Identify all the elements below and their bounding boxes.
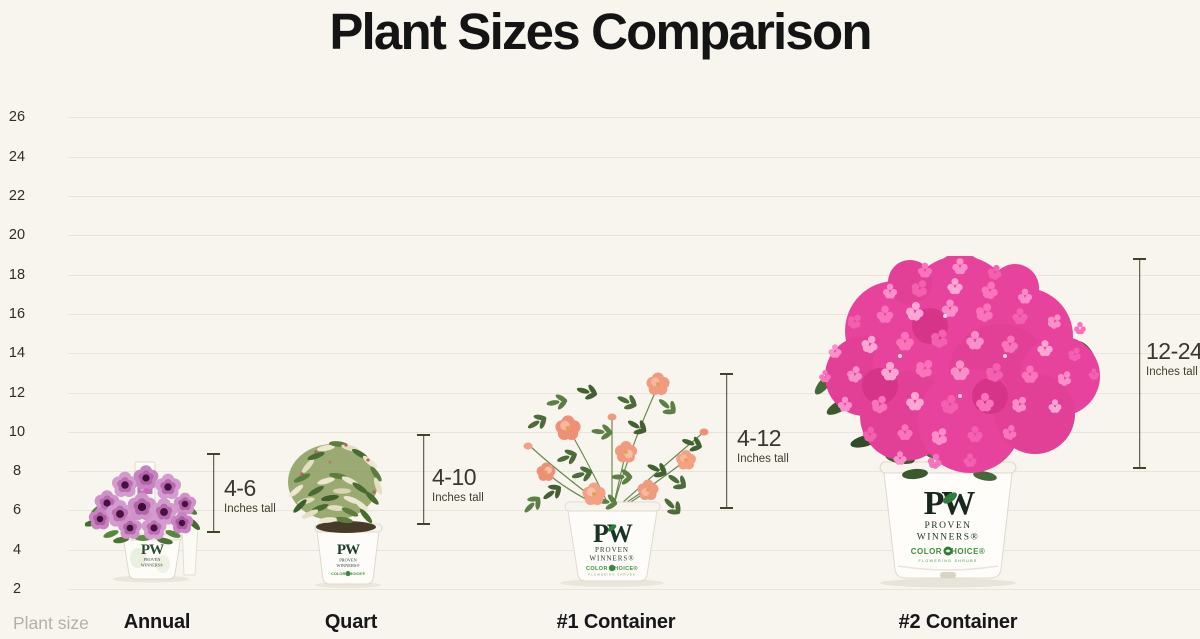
gridline-24 [68,156,1200,158]
gridline-14 [68,353,1200,355]
rose-flowers [523,372,709,505]
plant-2-container: PW PROVEN WINNERS® COLOR CHOICE® FLOWERI… [810,256,1110,588]
y-tick-26: 26 [8,109,26,126]
y-tick-10: 10 [8,423,26,440]
pot-pw-logo: PW [141,542,164,558]
range-unit: Inches tall [737,453,789,465]
bracket-line [212,453,215,533]
range-unit: Inches tall [1146,366,1198,378]
gridline-26 [68,117,1200,119]
soil [316,521,376,533]
pot-winners: WINNERS® [336,563,360,568]
measure-bracket-quart [417,434,430,525]
gridline-8 [68,471,1200,473]
pot: PW PROVEN WINNERS® COLOR CHOICE® [314,523,383,585]
pot-proven: PROVEN [339,558,357,563]
range-unit: Inches tall [432,492,484,504]
measurement-label-2-container: 12-24 Inches tall [1146,338,1200,379]
bracket-bottom-cap [1133,467,1146,469]
quart-plant-image: PW PROVEN WINNERS® COLOR CHOICE® [287,440,384,588]
background-pot [181,525,199,576]
y-tick-8: 8 [12,463,22,480]
pot-pw-logo: PW [337,542,360,558]
weigela-flower-mass [819,256,1100,473]
petunia-flowers [88,465,197,540]
gridline-16 [68,313,1200,315]
range-value: 12-24 [1146,338,1200,364]
pot: PW PROVEN WINNERS® [121,533,183,580]
bracket-line [725,373,728,509]
plant-quart: PW PROVEN WINNERS® COLOR CHOICE® [286,436,386,588]
measurement-label-quart: 4-10 Inches tall [432,464,484,505]
page-title: Plant Sizes Comparison [329,3,872,60]
category-label-quart: Quart [324,611,378,633]
bracket-bottom-cap [720,507,733,509]
x-axis-label: Plant size [13,613,89,633]
y-tick-2: 2 [12,581,22,597]
gridline-20 [68,235,1200,237]
pot-flowering-shrubs: FLOWERING SHRUBS [588,573,636,577]
measure-bracket-annual [207,453,220,533]
pot-pw-logo: PW [924,485,976,522]
pot-winners: WINNERS® [141,563,163,568]
measure-bracket-1-container [720,373,733,509]
pot-proven: PROVEN [595,546,629,554]
container2-plant-image: PW PROVEN WINNERS® COLOR CHOICE® FLOWERI… [814,256,1100,588]
range-unit: Inches tall [224,503,276,515]
y-tick-6: 6 [12,502,22,519]
y-tick-16: 16 [8,305,26,322]
pot-winners: WINNERS® [917,532,980,543]
pot-pw-logo: PW [593,519,633,548]
y-tick-20: 20 [8,227,26,244]
y-tick-4: 4 [12,541,22,558]
rose-bud [523,442,533,450]
container1-plant-image: PW PROVEN WINNERS® COLOR CHOICE® FLOWERI… [518,372,709,587]
range-value: 4-10 [432,464,477,490]
y-tick-18: 18 [8,266,26,283]
measure-bracket-2-container [1133,258,1146,469]
category-label-1-container: #1 Container [556,611,676,633]
bracket-bottom-cap [207,531,220,533]
bracket-bottom-cap [417,523,430,525]
bracket-line [422,434,425,525]
pot-proven: PROVEN [144,557,161,562]
pot-proven: PROVEN [924,521,971,531]
pot: PW PROVEN WINNERS® COLOR CHOICE® FLOWERI… [564,501,661,582]
gridline-2 [68,589,1200,590]
category-label-2-container: #2 Container [898,611,1018,633]
y-tick-24: 24 [8,148,26,165]
annual-plant-image: PW PW PROVEN WINNERS® [85,461,201,583]
pot-shadow [880,578,1016,588]
y-tick-14: 14 [8,345,26,362]
gridline-22 [68,196,1200,197]
measurement-label-1-container: 4-12 Inches tall [737,425,789,466]
gridline-12 [68,392,1200,394]
bracket-line [1138,258,1141,469]
pot-flowering-shrubs: FLOWERING SHRUBS [918,559,977,563]
rose-bud [607,413,617,421]
pot-winners: WINNERS® [589,555,634,563]
y-tick-22: 22 [8,188,26,204]
category-label-annual: Annual [123,611,191,633]
gridline-18 [68,274,1200,276]
plant-1-container: PW PROVEN WINNERS® COLOR CHOICE® FLOWERI… [508,362,720,588]
variegated-foliage [287,440,384,525]
plant-annual: PW PW PROVEN WINNERS® [85,448,205,583]
y-tick-12: 12 [8,384,26,401]
range-value: 4-6 [224,475,256,501]
range-value: 4-12 [737,425,782,451]
rose-bud [699,428,709,436]
measurement-label-annual: 4-6 Inches tall [224,475,276,516]
